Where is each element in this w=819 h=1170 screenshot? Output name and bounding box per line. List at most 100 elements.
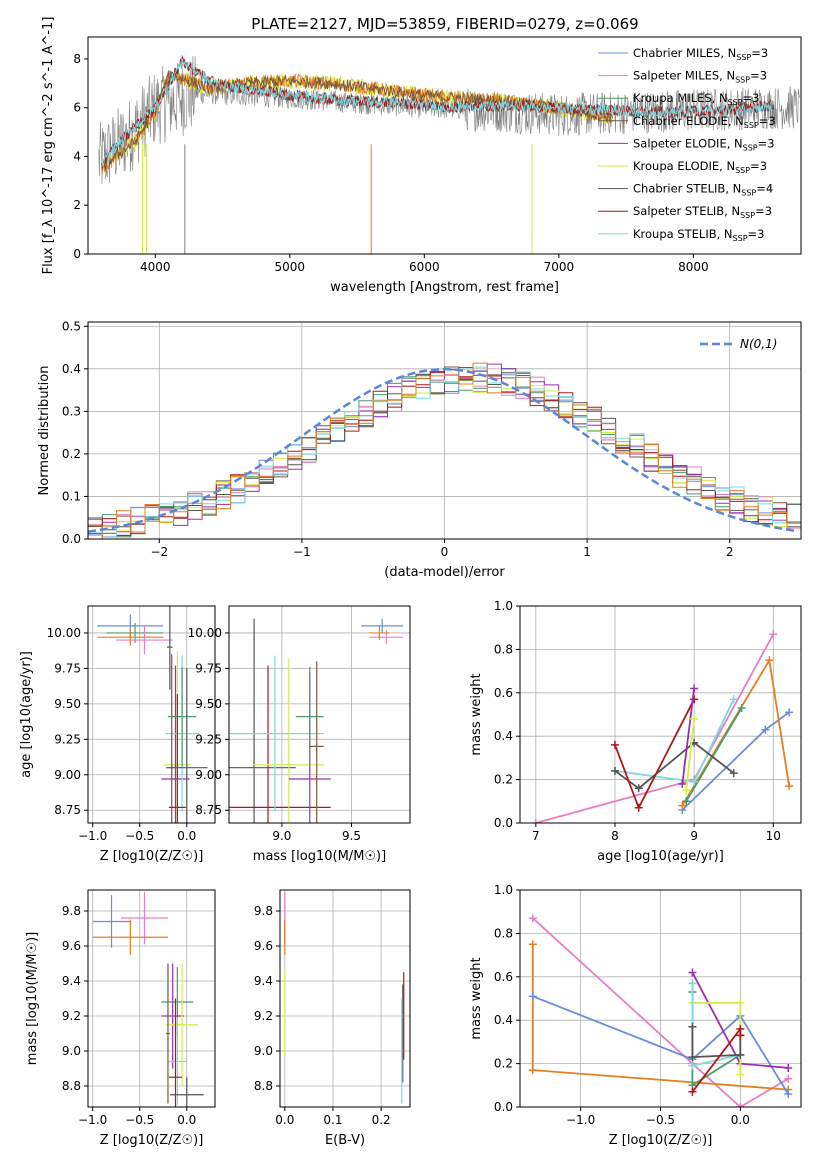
y-tick-label: 0.4 [62, 362, 81, 376]
weight-marker [761, 725, 770, 734]
y-tick-label: 10.00 [47, 626, 81, 640]
errorbar [92, 919, 168, 955]
x-tick-label: −2 [150, 545, 168, 559]
x-axis-label: age [log10(age/yr)] [597, 849, 724, 864]
axes-frame [87, 36, 802, 255]
x-axis-label: Z [log10(Z/Z☉)] [100, 849, 204, 864]
legend-subscript: SSP [733, 234, 748, 243]
weight-marker [688, 968, 697, 977]
x-tick-label: −1.0 [78, 829, 107, 843]
legend-label: Kroupa STELIB, NSSP=3 [633, 227, 764, 243]
x-axis-label: (data-model)/error [384, 565, 505, 580]
axes-frame [519, 605, 802, 824]
y-axis-label: Flux [f_λ 10^-17 erg cm^-2 s^-1 A^-1] [41, 17, 56, 275]
legend-value: =3 [748, 227, 765, 241]
weight-marker [769, 630, 778, 639]
plot-area-weight_vs_Z [528, 914, 793, 1107]
weight-marker [682, 797, 691, 806]
errorbar [116, 625, 173, 655]
errorbar [361, 618, 404, 633]
x-tick-label: −1.0 [78, 1113, 107, 1127]
x-tick-label: 10 [766, 829, 781, 843]
errorbar [166, 668, 208, 823]
weight-marker [528, 1066, 537, 1075]
errorbar [97, 628, 164, 646]
x-tick-label: −1 [293, 545, 311, 559]
axes-frame [87, 605, 216, 824]
x-tick-label: 0.2 [372, 1113, 391, 1127]
legend-label: Chabrier ELODIE, NSSP=3 [633, 114, 776, 130]
y-tick-label: 9.25 [54, 732, 81, 746]
legend-value: =3 [755, 204, 772, 218]
histogram-step [88, 363, 801, 535]
weight-marker [688, 1022, 697, 1031]
errorbar [169, 1077, 204, 1107]
x-tick-label: 1 [583, 545, 591, 559]
y-axis-label: mass weight [469, 673, 484, 755]
plot-area-spectrum [98, 54, 800, 254]
normal-curve [88, 368, 799, 533]
y-tick-label: 1.0 [494, 599, 513, 613]
y-axis-label: age [log10(age/yr)] [19, 651, 34, 778]
weight-marker [690, 714, 699, 723]
weight-marker [690, 684, 699, 693]
x-axis-label: mass [log10(M/M☉)] [253, 849, 386, 864]
weight-marker [736, 1031, 745, 1040]
weight-marker [729, 769, 738, 778]
y-tick-label: 9.0 [254, 1044, 273, 1058]
legend-label: Chabrier STELIB, NSSP=4 [633, 182, 773, 198]
legend-label: Salpeter MILES, NSSP=3 [633, 69, 767, 85]
legend-value: =4 [756, 182, 773, 196]
y-tick-label: 9.6 [62, 939, 81, 953]
y-tick-label: 0.0 [62, 532, 81, 546]
weight-marker [528, 940, 537, 949]
weight-marker [785, 708, 794, 717]
y-tick-label: 0.1 [62, 489, 81, 503]
y-tick-label: 9.00 [195, 768, 222, 782]
errorbar [92, 895, 131, 948]
panel-mass_vs_EBV: 0.0 0.1 0.2 8.8 9.0 9.2 9.4 9.6 9.8 E(B-V) [254, 889, 411, 1148]
panel-spectrum: 4000 5000 6000 7000 8000 0 2 4 6 8 wavelength [Ang… [41, 17, 802, 295]
errorbar [120, 891, 168, 945]
plot-area-residuals [88, 362, 801, 539]
weight-marker [688, 1061, 697, 1070]
legend-label: Salpeter STELIB, NSSP=3 [633, 204, 772, 220]
y-tick-label: 2 [73, 198, 81, 212]
weight-marker [610, 740, 619, 749]
histogram-step [88, 369, 801, 537]
errorbar [168, 693, 186, 823]
panel-mass_vs_Z: −1.0 −0.5 0.0 8.8 9.0 9.2 9.4 9.6 9.8 Z [log10(Z/… [25, 889, 216, 1148]
legend-subscript: SSP [735, 166, 750, 175]
y-tick-label: 9.6 [254, 939, 273, 953]
y-tick-label: 8.8 [254, 1079, 273, 1093]
weight-marker [690, 695, 699, 704]
y-tick-label: 0.4 [494, 729, 513, 743]
y-tick-label: 9.50 [195, 697, 222, 711]
weight-marker [688, 979, 697, 988]
x-tick-label: 2 [726, 545, 734, 559]
legend-value: =3 [758, 136, 775, 150]
axes-frame [87, 889, 216, 1108]
y-tick-label: 9.8 [254, 904, 273, 918]
legend-value: =3 [759, 114, 776, 128]
y-tick-label: 0.6 [494, 970, 513, 984]
x-axis-label: Z [log10(Z/Z☉)] [609, 1133, 713, 1148]
plot-area-mass_vs_Z [92, 891, 204, 1107]
weight-marker [688, 1087, 697, 1096]
y-tick-label: 9.4 [62, 974, 81, 988]
errorbar [167, 606, 173, 690]
legend-subscript: SSP [728, 98, 743, 107]
panel-weight_vs_Z: −1.0 −0.5 0.0 0.0 0.2 0.4 0.6 0.8 1.0 Z [log10(Z/… [469, 883, 802, 1148]
x-tick-label: 0 [441, 545, 449, 559]
y-tick-label: 9.0 [62, 1044, 81, 1058]
x-tick-label: −0.5 [125, 1113, 154, 1127]
x-tick-label: 0.0 [177, 829, 196, 843]
figure-title: PLATE=2127, MJD=53859, FIBERID=0279, z=0… [251, 15, 638, 33]
y-tick-label: 0.4 [494, 1013, 513, 1027]
x-tick-label: 8 [611, 829, 619, 843]
y-tick-label: 9.75 [195, 661, 222, 675]
plot-area-age_vs_mass [229, 618, 404, 823]
weight-marker [736, 998, 745, 1007]
errorbar [167, 1017, 187, 1106]
x-tick-label: 9.0 [272, 829, 291, 843]
